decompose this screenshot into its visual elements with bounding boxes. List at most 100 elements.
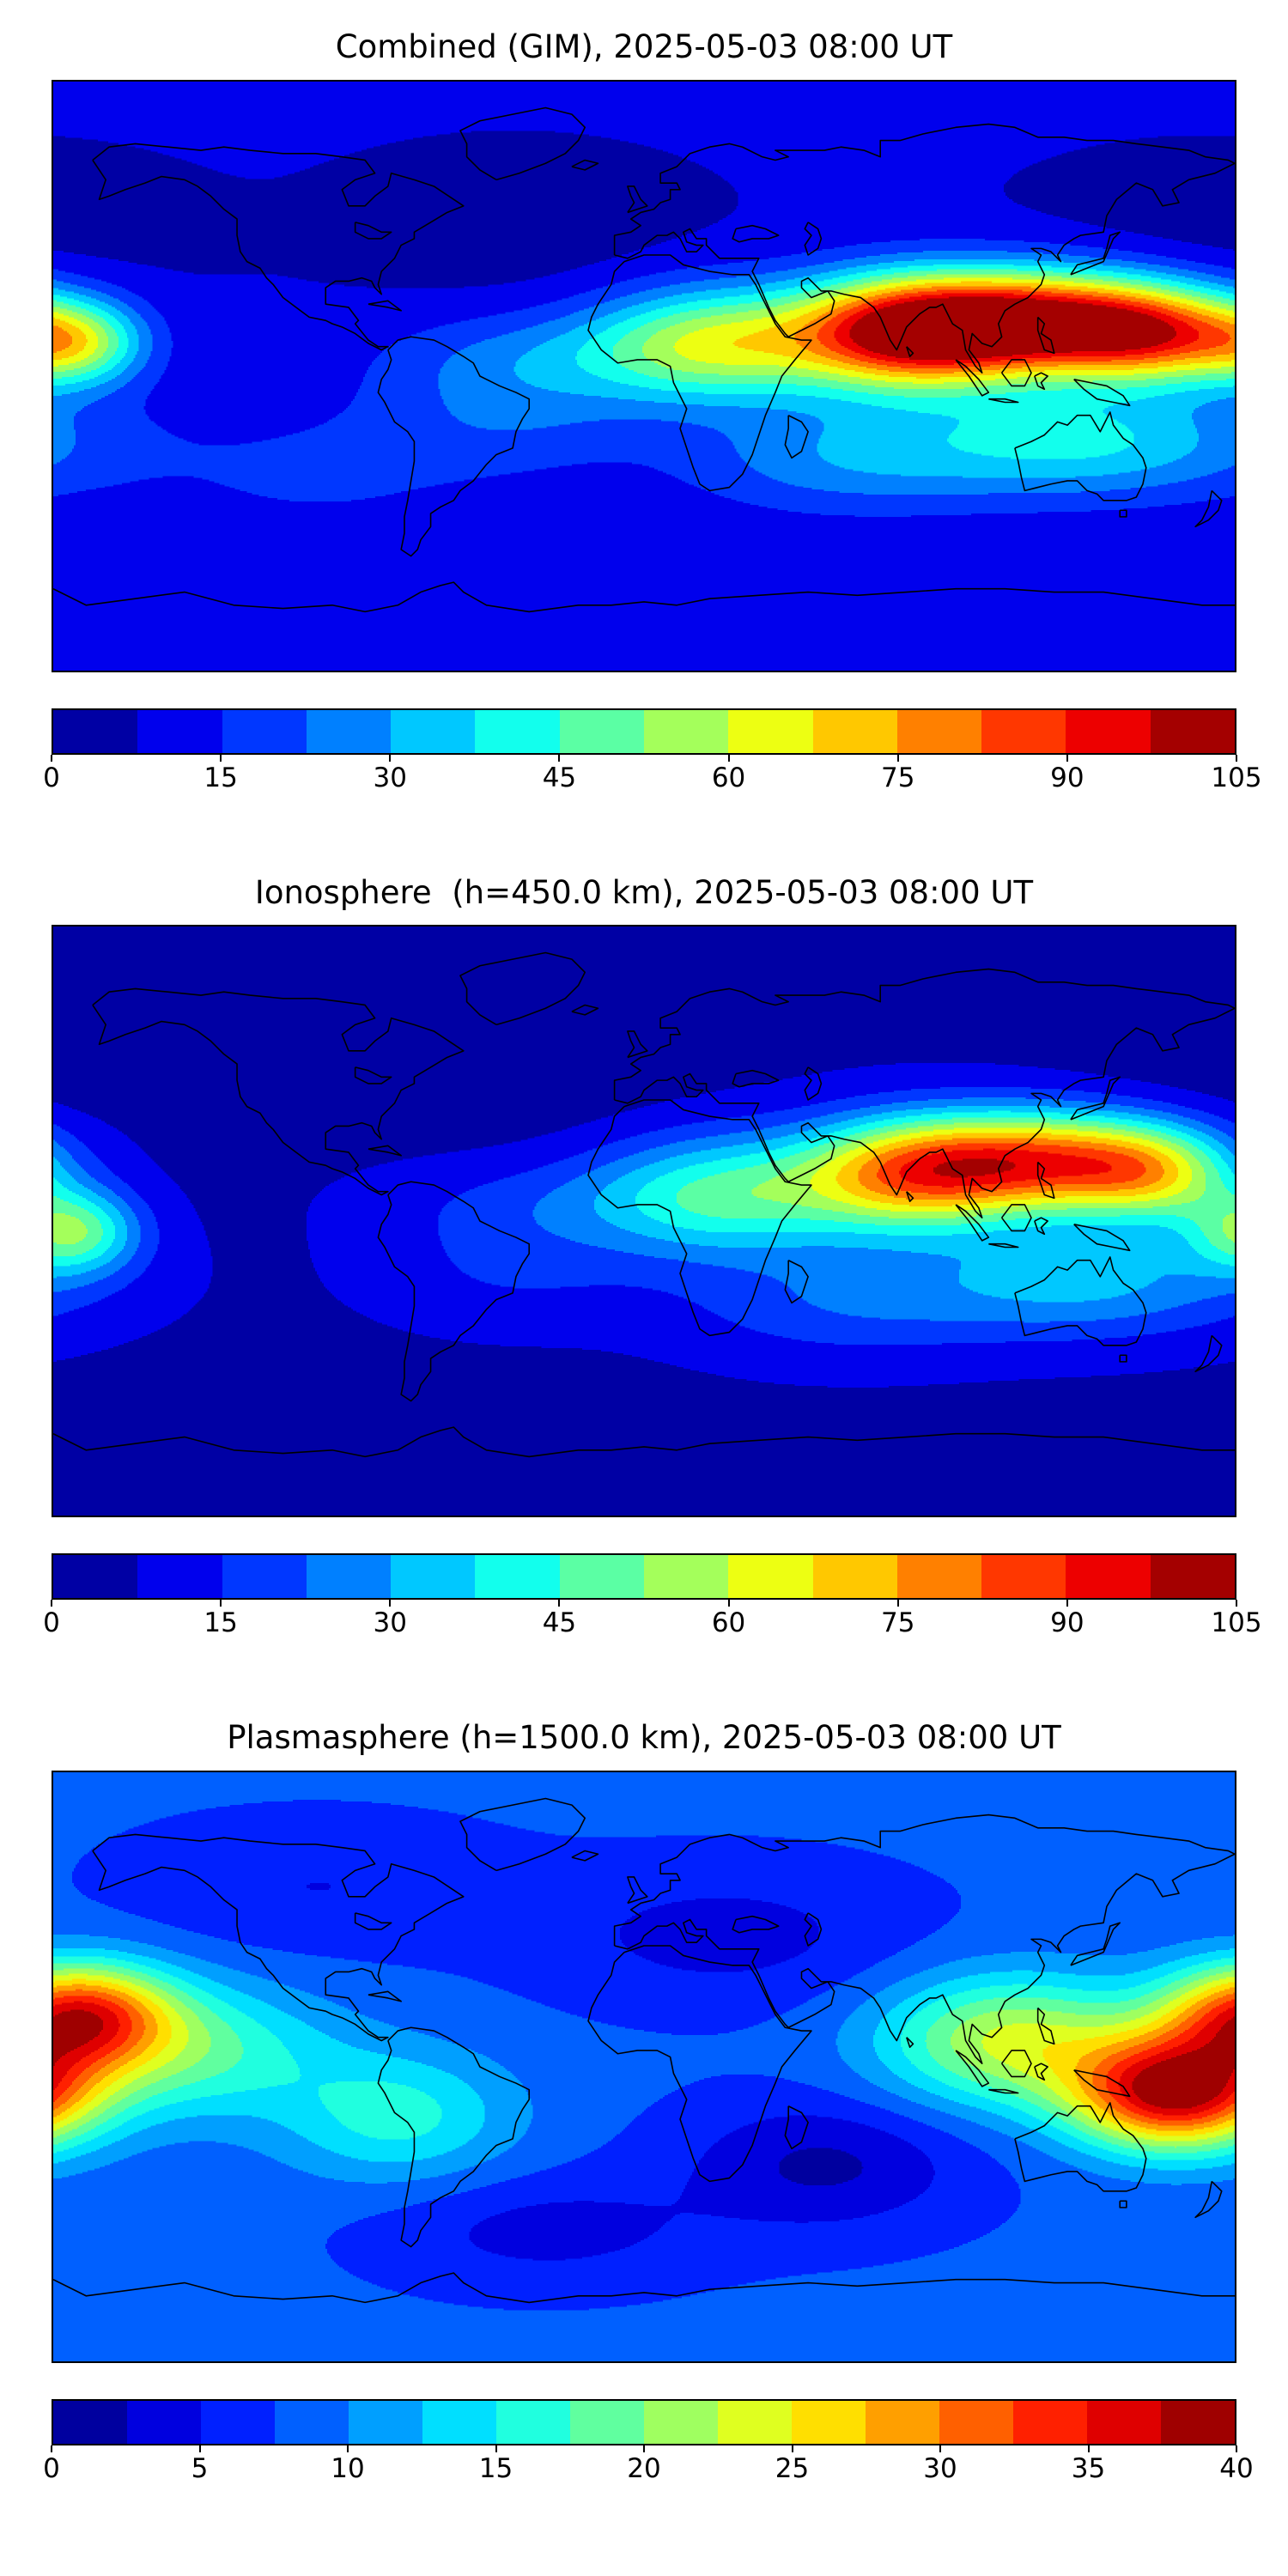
coastline-path (628, 1031, 647, 1057)
coastline-path (53, 1427, 1235, 1456)
coastline-path (805, 1913, 821, 1946)
coastline-path (93, 989, 464, 1195)
panel-title-plasmasphere: Plasmasphere (h=1500.0 km), 2025-05-03 0… (227, 1719, 1061, 1757)
colorbar-segment (559, 709, 644, 753)
coastline-path (732, 1916, 779, 1932)
colorbar-segment (137, 1555, 222, 1599)
coastline-path (1002, 2050, 1031, 2076)
coastline-path (1035, 1218, 1048, 1234)
colorbar-tick-label: 60 (711, 762, 746, 793)
colorbar-segment (981, 1555, 1066, 1599)
colorbar-segment (643, 709, 729, 753)
coastline-path (378, 2027, 529, 2246)
coastline-path (628, 1877, 647, 1903)
figure: Combined (GIM), 2025-05-03 08:00 UT 0 15 3… (43, 28, 1262, 2490)
map-combined (52, 79, 1236, 672)
colorbar-segment (812, 1555, 897, 1599)
colorbar-segment (475, 709, 560, 753)
coastline-path (93, 143, 464, 349)
coastline-path (1074, 379, 1130, 404)
colorbar-tick-label: 90 (1050, 762, 1084, 793)
coastline-path (785, 1261, 808, 1303)
coastline-path (460, 1798, 585, 1870)
colorbar-tick-mark (558, 754, 561, 762)
coastline-path (1071, 1923, 1120, 1965)
coastline-path (588, 255, 811, 490)
coastline-path (588, 1100, 811, 1335)
coastline-path (1074, 2069, 1130, 2095)
colorbar-segment (422, 2400, 496, 2444)
coastline-path (1015, 2103, 1146, 2191)
colorbar-tick-mark (51, 754, 52, 762)
coastline-path (1035, 2063, 1048, 2080)
colorbar-tick-mark (1087, 2445, 1090, 2452)
coastline-path (615, 969, 1235, 1218)
colorbar-segment (391, 1555, 476, 1599)
colorbar-segment (275, 2400, 349, 2444)
colorbar-tick-mark (727, 1600, 730, 1607)
coastline-path (572, 1850, 598, 1860)
tec-field-canvas (53, 1771, 1235, 2361)
colorbar-tick-mark (643, 2445, 645, 2452)
coastline-path (378, 1182, 529, 1400)
colorbar-tick-mark (220, 1600, 222, 1607)
coastline-path (628, 186, 647, 212)
colorbar-tick-label: 75 (880, 1607, 915, 1639)
colorbar-segment (896, 709, 982, 753)
coastline-path (588, 1946, 811, 2181)
colorbar-segment (792, 2400, 866, 2444)
colorbar-ticks-ionosphere: 0 15 30 45 60 75 90 105 (43, 1600, 1262, 1644)
coastline-path (732, 1071, 779, 1087)
panel-title-ionosphere: Ionosphere (h=450.0 km), 2025-05-03 08:0… (254, 873, 1034, 911)
coastline-path (732, 225, 779, 241)
colorbar-tick-mark (389, 754, 392, 762)
panel-plasmasphere: Plasmasphere (h=1500.0 km), 2025-05-03 0… (43, 1719, 1254, 2490)
colorbar-tick-mark (198, 2445, 201, 2452)
coastline-path (368, 301, 401, 310)
colorbar-segment (222, 709, 307, 753)
coastline-path (1015, 1257, 1146, 1346)
colorbar-tick-mark (347, 2445, 349, 2452)
coastline-path (1038, 317, 1054, 353)
panel-ionosphere: Ionosphere (h=450.0 km), 2025-05-03 08:0… (43, 873, 1262, 1645)
coastline-path (355, 1067, 392, 1084)
coastline-path (988, 398, 1018, 402)
colorbar-segment (1066, 1555, 1151, 1599)
colorbar-tick-label: 105 (1211, 1607, 1262, 1639)
coastline-path (988, 1244, 1018, 1248)
colorbar-combined (52, 708, 1236, 755)
coastline-path (907, 2037, 914, 2046)
colorbar-segment (1150, 1555, 1235, 1599)
map-plasmasphere (52, 1770, 1236, 2363)
colorbar-tick-mark (495, 2445, 497, 2452)
coastline-path (805, 222, 821, 254)
colorbar-tick-label: 15 (204, 762, 238, 793)
colorbar-tick-label: 30 (373, 1607, 408, 1639)
colorbar-tick-label: 45 (542, 762, 577, 793)
colorbar-ticks-plasmasphere: 0 5 10 15 20 25 30 35 40 (43, 2445, 1254, 2490)
colorbar-segment (201, 2400, 275, 2444)
colorbar-segment (127, 2400, 201, 2444)
colorbar-tick-label: 45 (542, 1607, 577, 1639)
colorbar-ionosphere (52, 1553, 1236, 1601)
colorbar-segment (475, 1555, 560, 1599)
colorbar-segment (349, 2400, 422, 2444)
coastline-path (355, 1913, 392, 1929)
coastline-path (572, 160, 598, 169)
colorbar-tick-mark (727, 754, 730, 762)
colorbar-tick-label: 0 (43, 2452, 60, 2484)
colorbar-tick-mark (51, 2445, 52, 2452)
colorbar-ticks-combined: 0 15 30 45 60 75 90 105 (43, 754, 1262, 799)
colorbar-segment (981, 709, 1066, 753)
coastlines-overlay (53, 82, 1235, 671)
coastline-path (615, 1814, 1235, 2063)
colorbar-tick-label: 60 (711, 1607, 746, 1639)
colorbar-tick-label: 5 (191, 2452, 209, 2484)
coastline-path (1038, 2008, 1054, 2044)
colorbar-segment (728, 709, 813, 753)
coastline-path (1074, 1224, 1130, 1250)
coastline-path (956, 1205, 988, 1241)
colorbar-tick-label: 0 (43, 1607, 60, 1639)
coastline-path (368, 1145, 401, 1155)
coastline-path (1071, 232, 1120, 275)
